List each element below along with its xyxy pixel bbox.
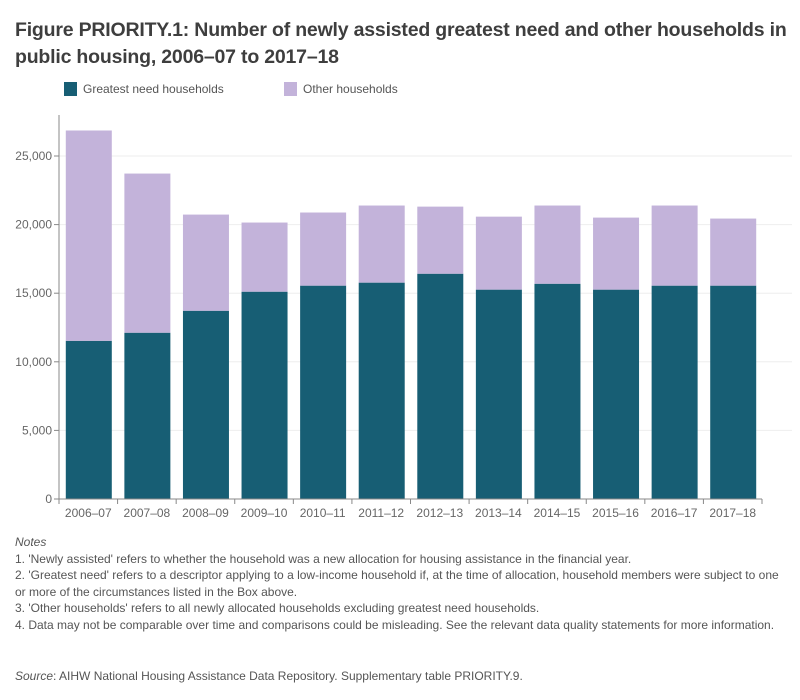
bar-other[interactable] bbox=[710, 218, 757, 286]
x-tick-label: 2007–08 bbox=[124, 506, 171, 520]
legend-item-greatest-need[interactable]: Greatest need households bbox=[64, 82, 224, 96]
legend-label-other: Other households bbox=[303, 82, 398, 96]
bar-other[interactable] bbox=[358, 205, 405, 283]
bar-other[interactable] bbox=[417, 206, 464, 274]
x-tick-label: 2008–09 bbox=[182, 506, 229, 520]
bar-other[interactable] bbox=[300, 212, 347, 286]
bar-greatest-need[interactable] bbox=[710, 285, 757, 499]
bar-greatest-need[interactable] bbox=[241, 291, 288, 499]
x-tick-label: 2013–14 bbox=[475, 506, 522, 520]
bar-greatest-need[interactable] bbox=[124, 332, 171, 499]
note-3: 3. 'Other households' refers to all newl… bbox=[15, 601, 540, 615]
bar-other[interactable] bbox=[651, 205, 698, 286]
legend-item-other[interactable]: Other households bbox=[284, 82, 398, 96]
bar-greatest-need[interactable] bbox=[182, 310, 229, 499]
bar-greatest-need[interactable] bbox=[534, 283, 581, 499]
y-axis-ticks: 0 5,000 10,000 15,000 20,000 25,000 bbox=[15, 149, 59, 506]
x-tick-label: 2010–11 bbox=[300, 506, 346, 520]
x-tick-label: 2006–07 bbox=[65, 506, 112, 520]
notes-heading: Notes bbox=[15, 535, 47, 549]
x-tick-label: 2012–13 bbox=[416, 506, 463, 520]
source: Source: AIHW National Housing Assistance… bbox=[15, 669, 523, 683]
x-axis-ticks: 2006–07 2007–08 2008–09 2009–10 2010–11 2011–… bbox=[58, 499, 763, 520]
legend-swatch-other bbox=[284, 82, 297, 96]
y-tick-label: 25,000 bbox=[15, 149, 52, 163]
bar-greatest-need[interactable] bbox=[65, 340, 112, 499]
x-tick-label: 2009–10 bbox=[241, 506, 288, 520]
bar-other[interactable] bbox=[593, 217, 640, 290]
bar-greatest-need[interactable] bbox=[651, 285, 698, 499]
bar-other[interactable] bbox=[475, 216, 522, 290]
bar-greatest-need[interactable] bbox=[358, 282, 405, 499]
bar-other[interactable] bbox=[534, 205, 581, 284]
bar-greatest-need[interactable] bbox=[593, 289, 640, 499]
legend-swatch-greatest-need bbox=[64, 82, 77, 96]
y-tick-label: 10,000 bbox=[15, 355, 52, 369]
bar-other[interactable] bbox=[65, 130, 112, 341]
chart-title: Figure PRIORITY.1: Number of newly assis… bbox=[15, 19, 787, 68]
y-tick-label: 15,000 bbox=[15, 286, 52, 300]
note-4: 4. Data may not be comparable over time … bbox=[15, 617, 775, 632]
x-tick-label: 2016–17 bbox=[651, 506, 698, 520]
bar-greatest-need[interactable] bbox=[417, 273, 464, 499]
y-tick-label: 5,000 bbox=[22, 423, 52, 437]
x-tick-label: 2015–16 bbox=[592, 506, 639, 520]
y-tick-label: 20,000 bbox=[15, 218, 52, 232]
source-label: Source bbox=[15, 669, 54, 683]
note-1: 1. 'Newly assisted' refers to whether th… bbox=[15, 551, 632, 566]
bar-other[interactable] bbox=[124, 173, 171, 333]
bar-other[interactable] bbox=[182, 214, 229, 311]
source-text: : AIHW National Housing Assistance Data … bbox=[53, 669, 523, 683]
bar-greatest-need[interactable] bbox=[475, 289, 522, 499]
y-tick-label: 0 bbox=[45, 492, 52, 506]
notes: Notes 1. 'Newly assisted' refers to whet… bbox=[15, 534, 785, 633]
x-tick-label: 2011–12 bbox=[358, 506, 404, 520]
bar-greatest-need[interactable] bbox=[300, 285, 347, 499]
bars bbox=[65, 130, 757, 499]
x-tick-label: 2014–15 bbox=[534, 506, 581, 520]
bar-other[interactable] bbox=[241, 222, 288, 292]
legend-label-greatest-need: Greatest need households bbox=[83, 82, 224, 96]
note-2: 2. 'Greatest need' refers to a descripto… bbox=[15, 568, 779, 599]
x-tick-label: 2017–18 bbox=[709, 506, 756, 520]
